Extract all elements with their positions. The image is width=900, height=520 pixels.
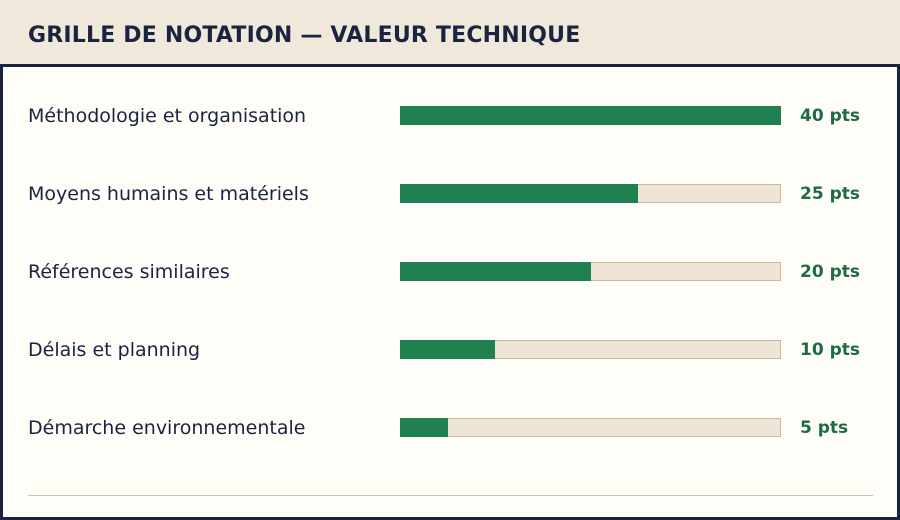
- chart-row: Délais et planning 10 pts: [0, 338, 900, 362]
- category-label: Délais et planning: [28, 339, 201, 361]
- category-label: Démarche environnementale: [28, 417, 306, 439]
- bar: [400, 106, 781, 125]
- bar-track: [400, 106, 781, 125]
- page-title: GRILLE DE NOTATION — VALEUR TECHNIQUE: [28, 23, 581, 48]
- bar-track: [400, 340, 781, 359]
- chart-row: Méthodologie et organisation 40 pts: [0, 104, 900, 128]
- value-label: 20 pts: [800, 262, 860, 282]
- category-label: Références similaires: [28, 261, 230, 283]
- chart-row: Moyens humains et matériels 25 pts: [0, 182, 900, 206]
- category-label: Moyens humains et matériels: [28, 183, 309, 205]
- value-label: 10 pts: [800, 340, 860, 360]
- header: GRILLE DE NOTATION — VALEUR TECHNIQUE: [0, 0, 900, 64]
- bar-track: [400, 418, 781, 437]
- value-label: 40 pts: [800, 106, 860, 126]
- bar-track: [400, 262, 781, 281]
- chart-row: Références similaires 20 pts: [0, 260, 900, 284]
- bar: [400, 418, 448, 437]
- divider: [28, 495, 873, 496]
- value-label: 25 pts: [800, 184, 860, 204]
- bar: [400, 340, 495, 359]
- scoring-panel: [0, 64, 900, 520]
- chart-row: Démarche environnementale 5 pts: [0, 416, 900, 440]
- value-label: 5 pts: [800, 418, 849, 438]
- bar: [400, 262, 591, 281]
- category-label: Méthodologie et organisation: [28, 105, 307, 127]
- bar-track: [400, 184, 781, 203]
- bar: [400, 184, 638, 203]
